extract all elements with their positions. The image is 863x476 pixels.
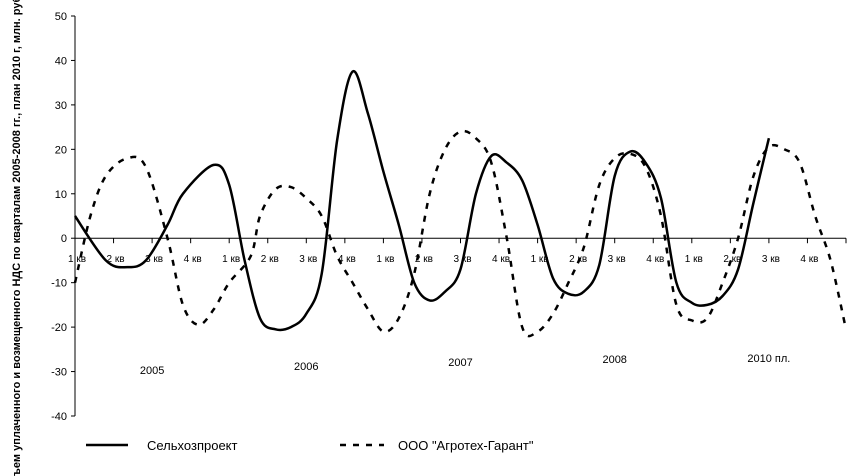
y-axis-label: Объем уплаченного и возмещенного НДС по …	[11, 0, 23, 476]
x-tick-label: 4 кв	[184, 254, 202, 265]
year-label: 2010 пл.	[747, 353, 790, 365]
x-tick-label: 3 кв	[762, 254, 780, 265]
legend-entry-selkhozproekt: Сельхозпроект	[86, 438, 238, 453]
year-label: 2007	[448, 357, 472, 369]
legend-label: ООО "Агротех-Гарант"	[398, 438, 534, 453]
year-labels: 2005 2006 2007 2008 2010 пл.	[140, 353, 791, 377]
x-tick-label: 1 кв	[222, 254, 240, 265]
y-ticks: 50 40 30 20 10 0 -10 -20 -30 -40	[51, 11, 75, 423]
y-tick-label: -30	[51, 367, 67, 379]
x-tick-label: 1 кв	[376, 254, 394, 265]
x-tick-labels: 1 кв 2 кв 3 кв 4 кв 1 кв 2 кв 3 кв 4 кв 1 кв 2 кв…	[68, 254, 818, 265]
series-line-selkhozproekt	[73, 70, 771, 332]
x-tick-label: 3 кв	[299, 254, 317, 265]
x-tick-label: 2 кв	[261, 254, 279, 265]
y-tick-label: -20	[51, 322, 67, 334]
axes	[74, 16, 847, 416]
y-tick-label: -40	[51, 411, 67, 423]
legend-label: Сельхозпроект	[147, 438, 238, 453]
legend: Сельхозпроект ООО "Агротех-Гарант"	[86, 438, 534, 453]
y-tick-label: 10	[55, 189, 67, 201]
y-tick-label: 30	[55, 100, 67, 112]
y-tick-label: -10	[51, 278, 67, 290]
series-line-agrotekh-garant	[73, 129, 848, 338]
x-tick-label: 3 кв	[608, 254, 626, 265]
x-tick-label: 2 кв	[107, 254, 125, 265]
year-label: 2006	[294, 361, 318, 373]
year-label: 2008	[602, 354, 626, 366]
x-tick-label: 1 кв	[531, 254, 549, 265]
x-tick-label: 4 кв	[338, 254, 356, 265]
x-tick-label: 1 кв	[685, 254, 703, 265]
x-tick-label: 3 кв	[145, 254, 163, 265]
y-tick-label: 50	[55, 11, 67, 23]
x-tick-label: 4 кв	[646, 254, 664, 265]
legend-entry-agrotekh-garant: ООО "Агротех-Гарант"	[340, 438, 534, 453]
y-tick-label: 0	[61, 233, 67, 245]
x-tick-label: 2 кв	[723, 254, 741, 265]
x-tick-label: 4 кв	[800, 254, 818, 265]
x-tick-label: 4 кв	[492, 254, 510, 265]
x-tick-label: 2 кв	[415, 254, 433, 265]
series-lines	[73, 70, 848, 338]
year-label: 2005	[140, 365, 164, 377]
y-tick-label: 20	[55, 144, 67, 156]
x-tick-label: 1 кв	[68, 254, 86, 265]
y-tick-label: 40	[55, 55, 67, 67]
